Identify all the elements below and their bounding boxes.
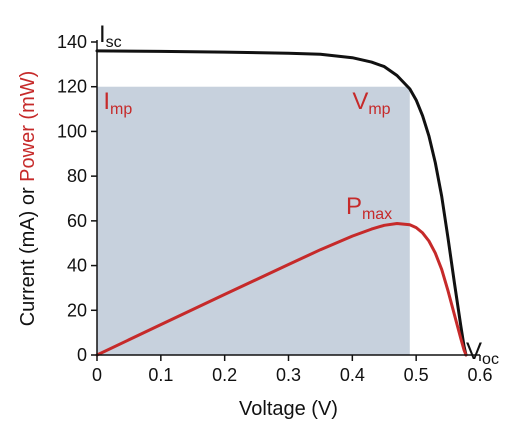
annotation-p-max: Pmax: [346, 193, 392, 223]
x-tick-label: 0: [92, 365, 102, 385]
power-curve: [95, 222, 468, 357]
x-tick-label: 0.3: [276, 365, 301, 385]
annotation-v-oc: Voc: [466, 338, 499, 368]
tick-layer: 0 0.1 0.2 0.3 0.4 0.5 0.6 0 20 40 60 80 100 120 140: [57, 32, 493, 385]
y-tick-label: 140: [57, 32, 87, 52]
x-tick-label: 0.2: [212, 365, 237, 385]
y-tick-label: 80: [67, 166, 87, 186]
mpp-shaded-region: [97, 86, 410, 355]
y-tick-label: 20: [67, 300, 87, 320]
y-axis-title-power: Power (mW): [17, 71, 39, 182]
series-layer: [95, 49, 468, 357]
y-tick-label: 0: [77, 345, 87, 365]
y-tick-label: 100: [57, 121, 87, 141]
y-tick-label: 60: [67, 211, 87, 231]
annotation-i-mp: Imp: [103, 88, 132, 118]
annotation-layer: Isc Imp Vmp Pmax Voc: [99, 21, 499, 368]
annotation-i-sc: Isc: [99, 21, 122, 51]
annotation-v-mp: Vmp: [352, 88, 390, 118]
y-axis-title: Current (mA) or Power (mW): [17, 71, 39, 327]
x-tick-label: 0.1: [148, 365, 173, 385]
x-tick-label: 0.4: [340, 365, 365, 385]
x-tick-label: 0.5: [404, 365, 429, 385]
y-axis-title-current: Current (mA) or: [17, 182, 39, 326]
y-tick-label: 40: [67, 256, 87, 276]
current-curve: [95, 49, 468, 357]
x-tick-label: 0.6: [467, 365, 492, 385]
x-axis-title: Voltage (V): [239, 398, 338, 420]
y-tick-label: 120: [57, 77, 87, 97]
